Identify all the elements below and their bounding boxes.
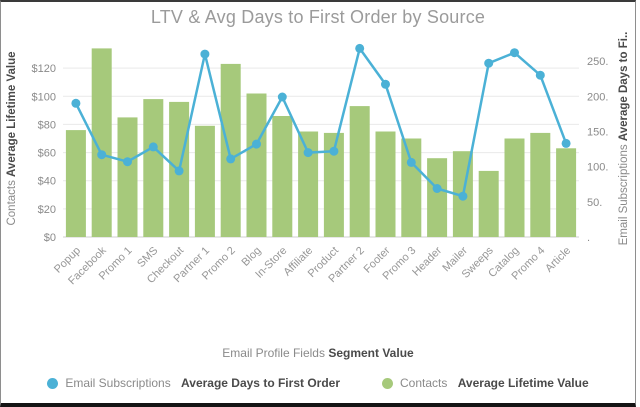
bar-promo-2[interactable]	[220, 63, 241, 238]
legend-label-bold: Average Days to First Order	[181, 376, 340, 390]
bar-sms[interactable]	[143, 99, 164, 237]
line-point-promo-2[interactable]	[226, 154, 236, 164]
bar-partner-2[interactable]	[349, 106, 370, 237]
right-axis-tick-label: 100.	[587, 162, 608, 174]
left-axis-title: Contacts Average Lifetime Value	[6, 51, 18, 225]
left-axis-tick-label: $0	[44, 232, 56, 244]
left-axis-tick-label: $120	[32, 63, 56, 75]
bar-facebook[interactable]	[91, 48, 112, 238]
bar-footer[interactable]	[375, 131, 396, 238]
bar-promo-1[interactable]	[117, 117, 138, 237]
line-point-popup[interactable]	[71, 98, 81, 108]
bar-blog[interactable]	[246, 93, 267, 238]
bar-catalog[interactable]	[504, 138, 525, 238]
line-point-blog[interactable]	[252, 139, 261, 149]
legend-marker-line-icon	[47, 377, 59, 389]
x-axis-title-bold: Segment Value	[328, 346, 414, 360]
bar-product[interactable]	[323, 132, 344, 237]
legend-item-lifetime-value[interactable]: Contacts Average Lifetime Value	[382, 376, 589, 390]
legend-label-regular: Contacts	[400, 376, 451, 390]
line-point-sms[interactable]	[148, 142, 158, 152]
left-axis-tick-label: $20	[38, 204, 56, 216]
bar-header[interactable]	[427, 158, 448, 237]
x-tick-label: Article	[543, 245, 573, 275]
right-axis-tick-label: 50.	[587, 197, 602, 209]
left-axis-tick-label: $60	[38, 148, 56, 160]
legend-item-avg-days[interactable]: Email Subscriptions Average Days to Firs…	[47, 376, 340, 390]
line-point-checkout[interactable]	[174, 166, 184, 176]
left-axis-tick-label: $80	[38, 119, 56, 131]
line-point-partner-1[interactable]	[200, 49, 210, 59]
right-axis-tick-label: 200.	[587, 91, 608, 103]
line-point-affiliate[interactable]	[303, 148, 313, 158]
right-axis-tick-label: 150.	[587, 127, 608, 139]
bar-article[interactable]	[556, 148, 577, 237]
line-point-mailer[interactable]	[458, 191, 468, 201]
line-point-footer[interactable]	[381, 79, 390, 89]
legend-marker-bar-icon	[382, 377, 393, 389]
bar-promo-3[interactable]	[401, 138, 422, 238]
bar-sweeps[interactable]	[478, 170, 499, 237]
line-point-partner-2[interactable]	[355, 43, 365, 53]
x-axis-title-regular: Email Profile Fields	[222, 346, 325, 360]
line-point-promo-3[interactable]	[406, 157, 416, 167]
combo-chart-canvas: $0 $20 $40 $60 $80 $100 $120. 50. 100. 150. 200. 25…	[6, 32, 630, 288]
legend: Email Subscriptions Average Days to Firs…	[1, 376, 635, 390]
line-point-product[interactable]	[329, 146, 339, 156]
right-axis-title: Email Subscriptions Average Days to Fi..	[618, 32, 630, 246]
trend-line	[74, 47, 568, 198]
bar-partner-1[interactable]	[194, 125, 215, 237]
line-point-catalog[interactable]	[510, 48, 519, 58]
bar-promo-4[interactable]	[530, 132, 551, 237]
bar-popup[interactable]	[65, 130, 86, 237]
right-axis-tick-label: 250.	[587, 56, 608, 68]
line-point-promo-1[interactable]	[123, 157, 132, 167]
line-point-header[interactable]	[432, 184, 442, 193]
bar-affiliate[interactable]	[298, 131, 319, 238]
line-point-article[interactable]	[561, 138, 571, 148]
chart-title: LTV & Avg Days to First Order by Source	[150, 7, 486, 27]
left-axis-tick-label: $40	[38, 176, 56, 188]
legend-label-regular: Email Subscriptions	[65, 376, 175, 390]
line-point-in-store[interactable]	[277, 92, 287, 102]
right-axis-tick-label: .	[587, 232, 590, 244]
x-tick-label: Header	[410, 244, 444, 278]
line-point-sweeps[interactable]	[484, 58, 494, 68]
left-axis-tick-label: $100	[32, 91, 56, 103]
legend-label-bold: Average Lifetime Value	[457, 376, 589, 390]
line-point-facebook[interactable]	[97, 150, 107, 160]
x-axis-title: Email Profile Fields Segment Value	[1, 346, 635, 360]
line-point-promo-4[interactable]	[535, 70, 545, 80]
bar-in-store[interactable]	[272, 116, 293, 237]
